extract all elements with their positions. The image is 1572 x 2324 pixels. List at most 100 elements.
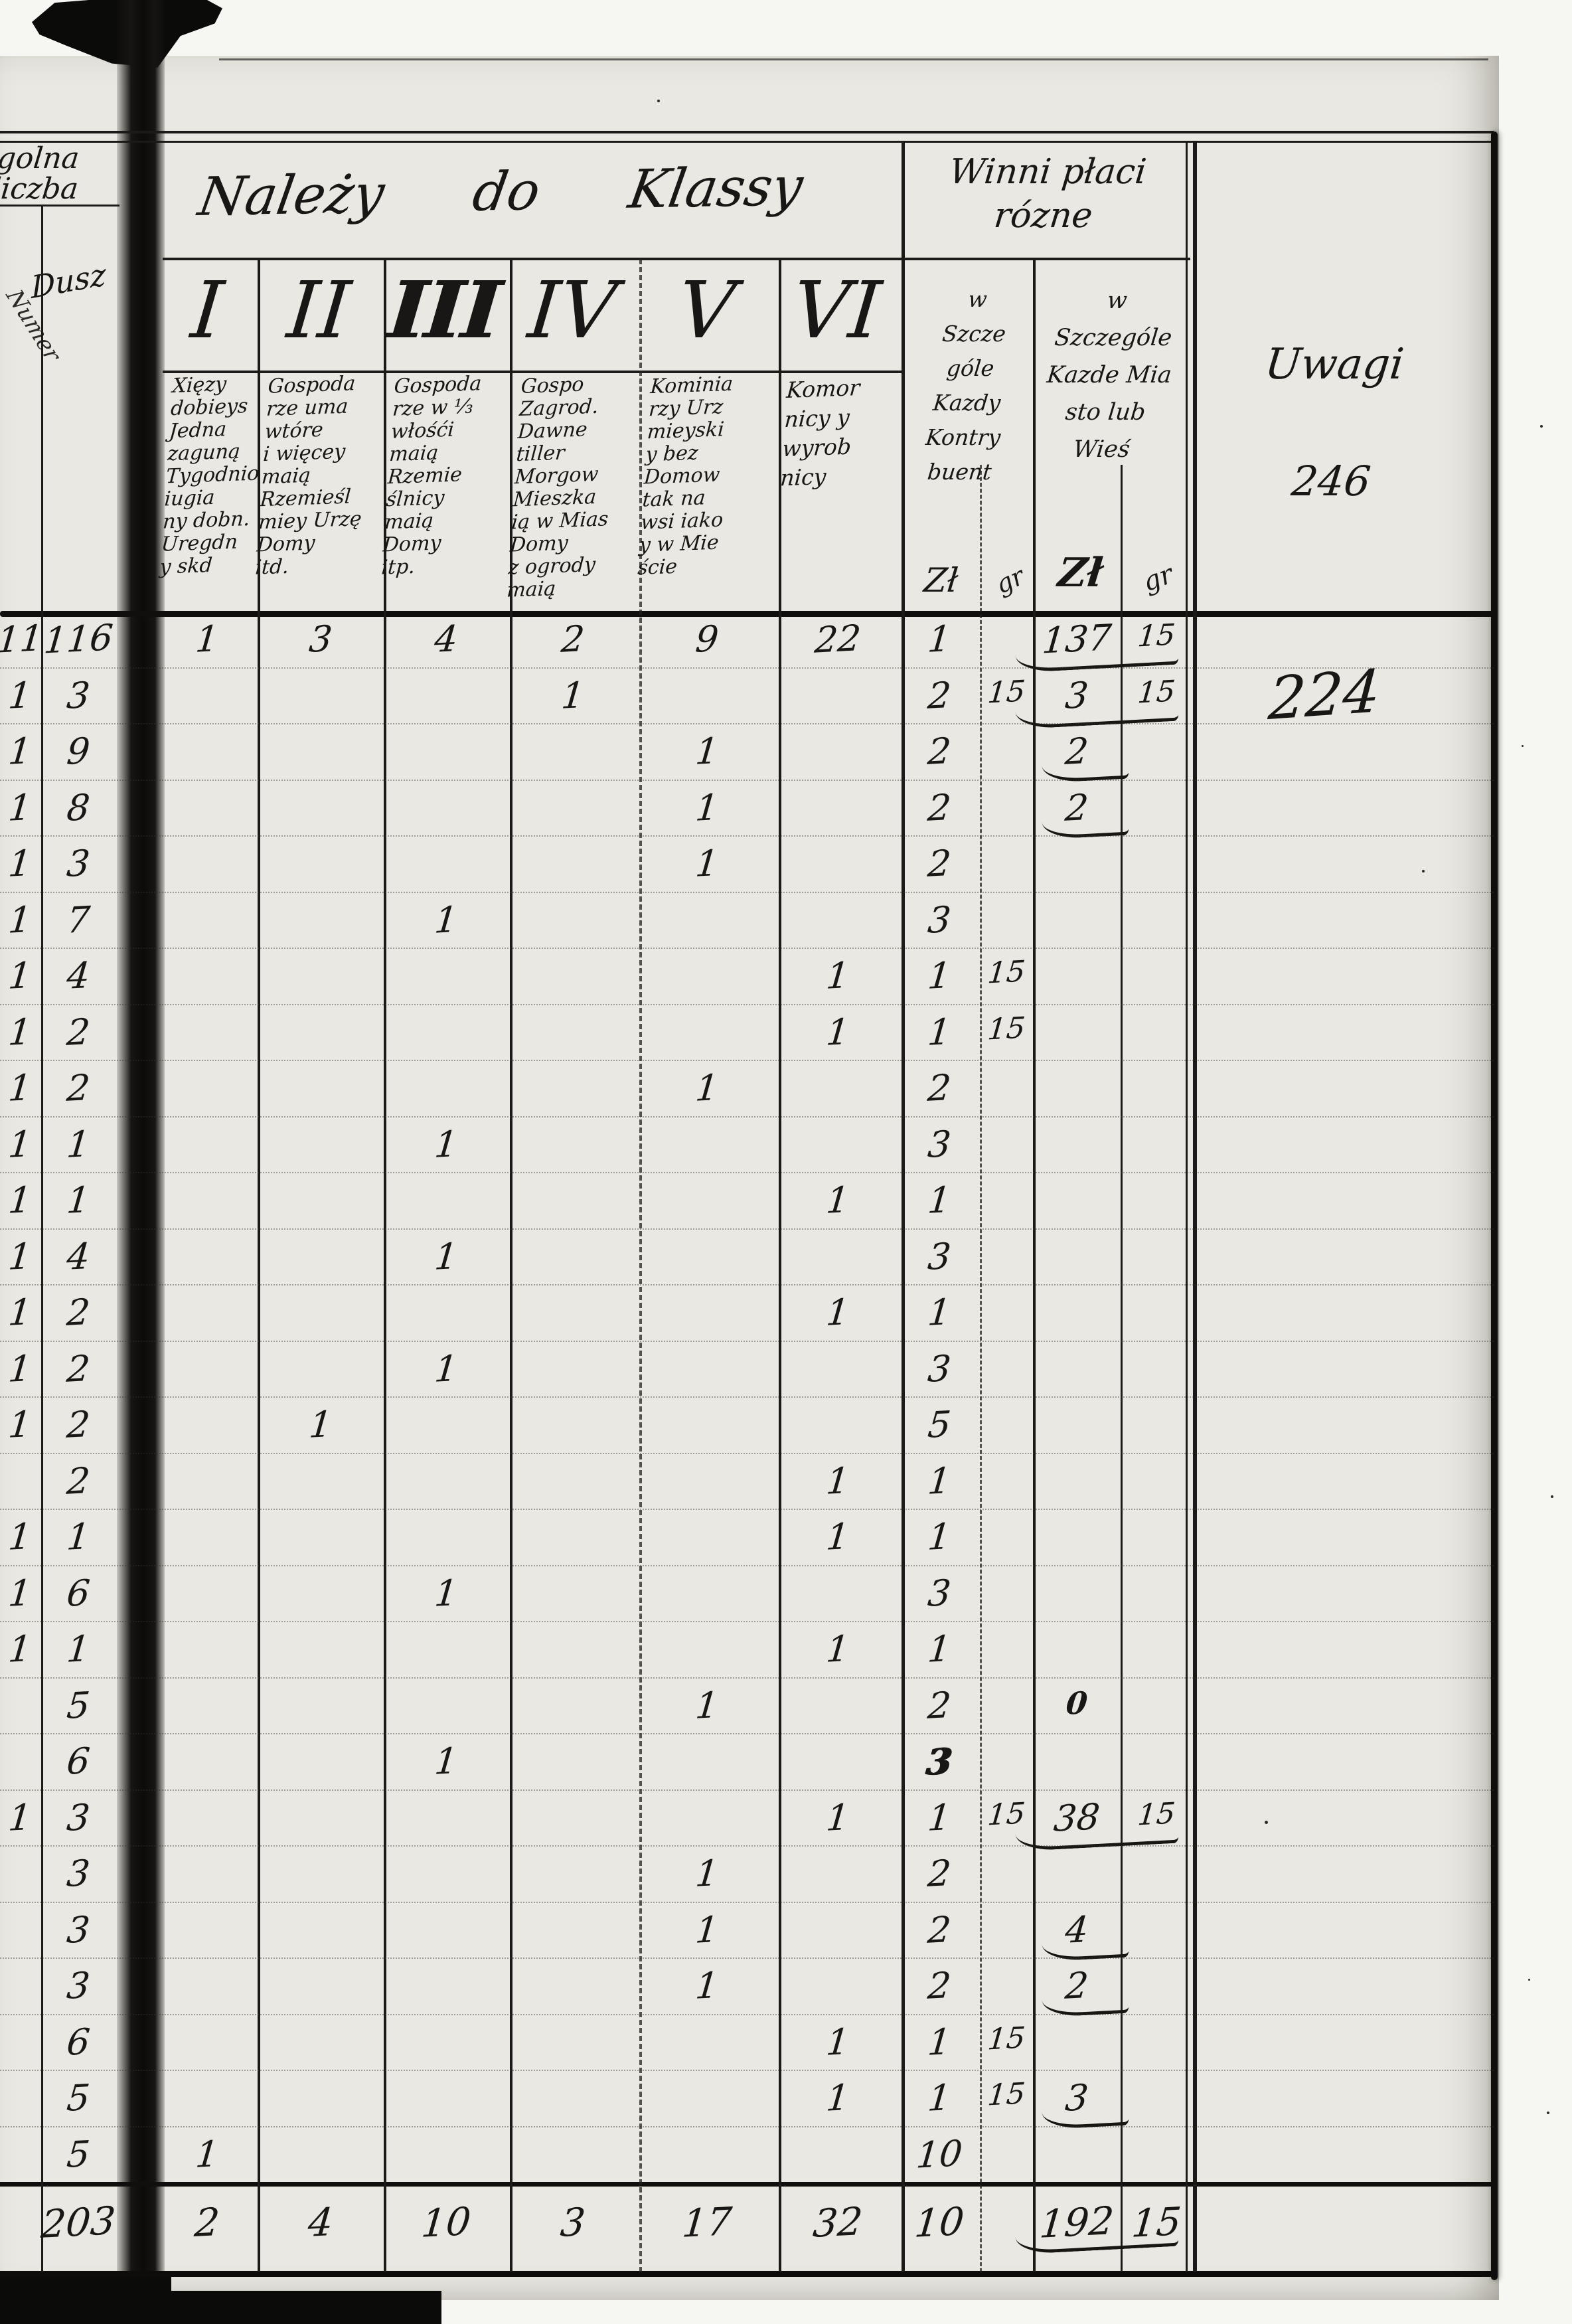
row-rule bbox=[0, 1564, 1494, 1566]
totals-top-border bbox=[0, 2182, 1495, 2187]
row-rule bbox=[0, 891, 1494, 893]
table-cell-kg: 15 bbox=[986, 2076, 1027, 2113]
table-cell-a: 1 bbox=[6, 1066, 34, 1110]
table-cell-mz: 0 bbox=[1064, 1684, 1089, 1722]
row-rule bbox=[0, 1284, 1494, 1286]
table-cell-c6: 1 bbox=[824, 1179, 852, 1222]
header-title-divider bbox=[163, 258, 1190, 260]
table-cell-c2: 1 bbox=[307, 1403, 335, 1446]
table-cell-c5: 1 bbox=[693, 786, 721, 829]
row-rule bbox=[0, 2013, 1494, 2015]
table-cell-c6: 1 bbox=[824, 2020, 852, 2064]
table-cell-c2: 3 bbox=[307, 618, 335, 661]
col-divider-4-5 bbox=[639, 259, 642, 2272]
left-group-title: golna liczba bbox=[0, 141, 81, 206]
scan-top-edge-line bbox=[219, 58, 1488, 60]
table-cell-a: 1 bbox=[6, 1347, 34, 1390]
table-cell-a: 1 bbox=[6, 673, 34, 717]
col-divider-2-3 bbox=[384, 259, 386, 2272]
table-cell-c6: 1 bbox=[824, 1459, 852, 1503]
table-cell-c4: 1 bbox=[559, 673, 587, 717]
table-cell-kz: 1 bbox=[925, 2076, 953, 2119]
class-4-description: Gospo Zagrod. Dawne tiller Morgow Mieszk… bbox=[506, 373, 609, 602]
table-cell-b: 3 bbox=[64, 1852, 92, 1895]
table-cell-c6: 1 bbox=[824, 1795, 852, 1839]
table-cell-c5: 1 bbox=[693, 1683, 721, 1727]
table-cell-a: 1 bbox=[6, 1571, 34, 1615]
table-cell-b: 203 bbox=[39, 2198, 118, 2247]
table-cell-b: 8 bbox=[64, 786, 92, 829]
row-rule bbox=[0, 1003, 1494, 1005]
row-rule bbox=[0, 779, 1494, 781]
table-cell-kz: 2 bbox=[925, 842, 953, 885]
table-cell-kz: 3 bbox=[925, 1234, 953, 1278]
row-rule bbox=[0, 1901, 1494, 1903]
table-cell-c5: 1 bbox=[693, 1066, 721, 1110]
table-cell-b: 7 bbox=[64, 898, 92, 942]
table-cell-kz: 3 bbox=[925, 898, 953, 942]
binding-shadow-strip bbox=[117, 0, 165, 2285]
table-cell-c5: 9 bbox=[693, 618, 721, 661]
class-6-description: Komor nicy y wyrob nicy bbox=[779, 374, 861, 491]
table-cell-c5: 1 bbox=[693, 1908, 721, 1951]
table-cell-b: 1 bbox=[64, 1515, 92, 1558]
col-divider-contribuent-town bbox=[1033, 259, 1036, 2272]
row-rule bbox=[0, 1116, 1494, 1118]
row-rule bbox=[0, 835, 1494, 837]
row-rule bbox=[0, 1452, 1494, 1454]
speckle bbox=[1265, 1821, 1268, 1824]
table-cell-b: 3 bbox=[64, 1908, 92, 1951]
page-right-edge bbox=[1491, 131, 1498, 2280]
table-cell-kg: 15 bbox=[986, 674, 1027, 710]
col-divider-6-contribuent bbox=[902, 142, 905, 2272]
table-cell-c6: 1 bbox=[824, 1291, 852, 1334]
table-cell-c6: 1 bbox=[824, 2076, 852, 2119]
table-cell-c3: 1 bbox=[432, 1234, 460, 1278]
numeral-band-divider bbox=[163, 371, 905, 373]
table-cell-c3: 10 bbox=[419, 2199, 473, 2246]
row-rule bbox=[0, 1845, 1494, 1847]
table-cell-b: 3 bbox=[64, 1964, 92, 2007]
table-cell-kz: 3 bbox=[925, 1571, 953, 1615]
table-cell-b: 6 bbox=[64, 2020, 92, 2064]
row-rule bbox=[0, 1733, 1494, 1734]
table-cell-c3: 4 bbox=[432, 618, 460, 661]
table-cell-b: 3 bbox=[64, 1795, 92, 1839]
table-cell-c1: 2 bbox=[193, 2199, 222, 2246]
table-top-border-outer bbox=[0, 131, 1494, 133]
col-divider-3-4 bbox=[510, 259, 512, 2272]
table-cell-c6: 1 bbox=[824, 1627, 852, 1671]
uwagi-label: Uwagi bbox=[1262, 340, 1407, 389]
uwagi-border-inner bbox=[1186, 142, 1188, 2272]
row-rule bbox=[0, 948, 1494, 949]
table-cell-b: 6 bbox=[64, 1740, 92, 1783]
row-rule bbox=[0, 2070, 1494, 2071]
col-divider-5-6 bbox=[779, 259, 781, 2272]
class-2-description: Gospoda rze uma wtóre i więcey maią Rzem… bbox=[254, 372, 362, 580]
row-rule bbox=[0, 1060, 1494, 1061]
table-cell-kz: 3 bbox=[925, 1122, 953, 1166]
table-cell-a: 1 bbox=[6, 1515, 34, 1558]
scan-black-bottom-left bbox=[0, 2276, 171, 2324]
table-cell-kz: 10 bbox=[914, 2131, 965, 2177]
currency-zl-town: Zł bbox=[1056, 550, 1105, 596]
table-cell-c4: 3 bbox=[558, 2199, 588, 2246]
table-cell-b: 3 bbox=[64, 673, 92, 717]
row-rule bbox=[0, 1789, 1494, 1791]
table-cell-kg: 15 bbox=[986, 2021, 1027, 2056]
table-cell-a: 1 bbox=[6, 1179, 34, 1222]
table-cell-c5: 1 bbox=[693, 1964, 721, 2007]
row-rule bbox=[0, 1172, 1494, 1173]
table-cell-c6: 22 bbox=[813, 617, 863, 661]
right-group-title: Winni płaci rózne bbox=[947, 152, 1148, 236]
table-cell-kz: 2 bbox=[925, 1066, 953, 1110]
table-cell-a: 1 bbox=[6, 1234, 34, 1278]
table-cell-b: 1 bbox=[64, 1179, 92, 1222]
table-cell-b: 9 bbox=[64, 730, 92, 773]
body-top-border bbox=[0, 611, 1495, 617]
table-cell-kg: 15 bbox=[986, 954, 1027, 991]
table-cell-a: 1 bbox=[6, 1122, 34, 1166]
table-cell-b: 4 bbox=[64, 1234, 92, 1278]
uwagi-border-outer bbox=[1193, 142, 1197, 2272]
